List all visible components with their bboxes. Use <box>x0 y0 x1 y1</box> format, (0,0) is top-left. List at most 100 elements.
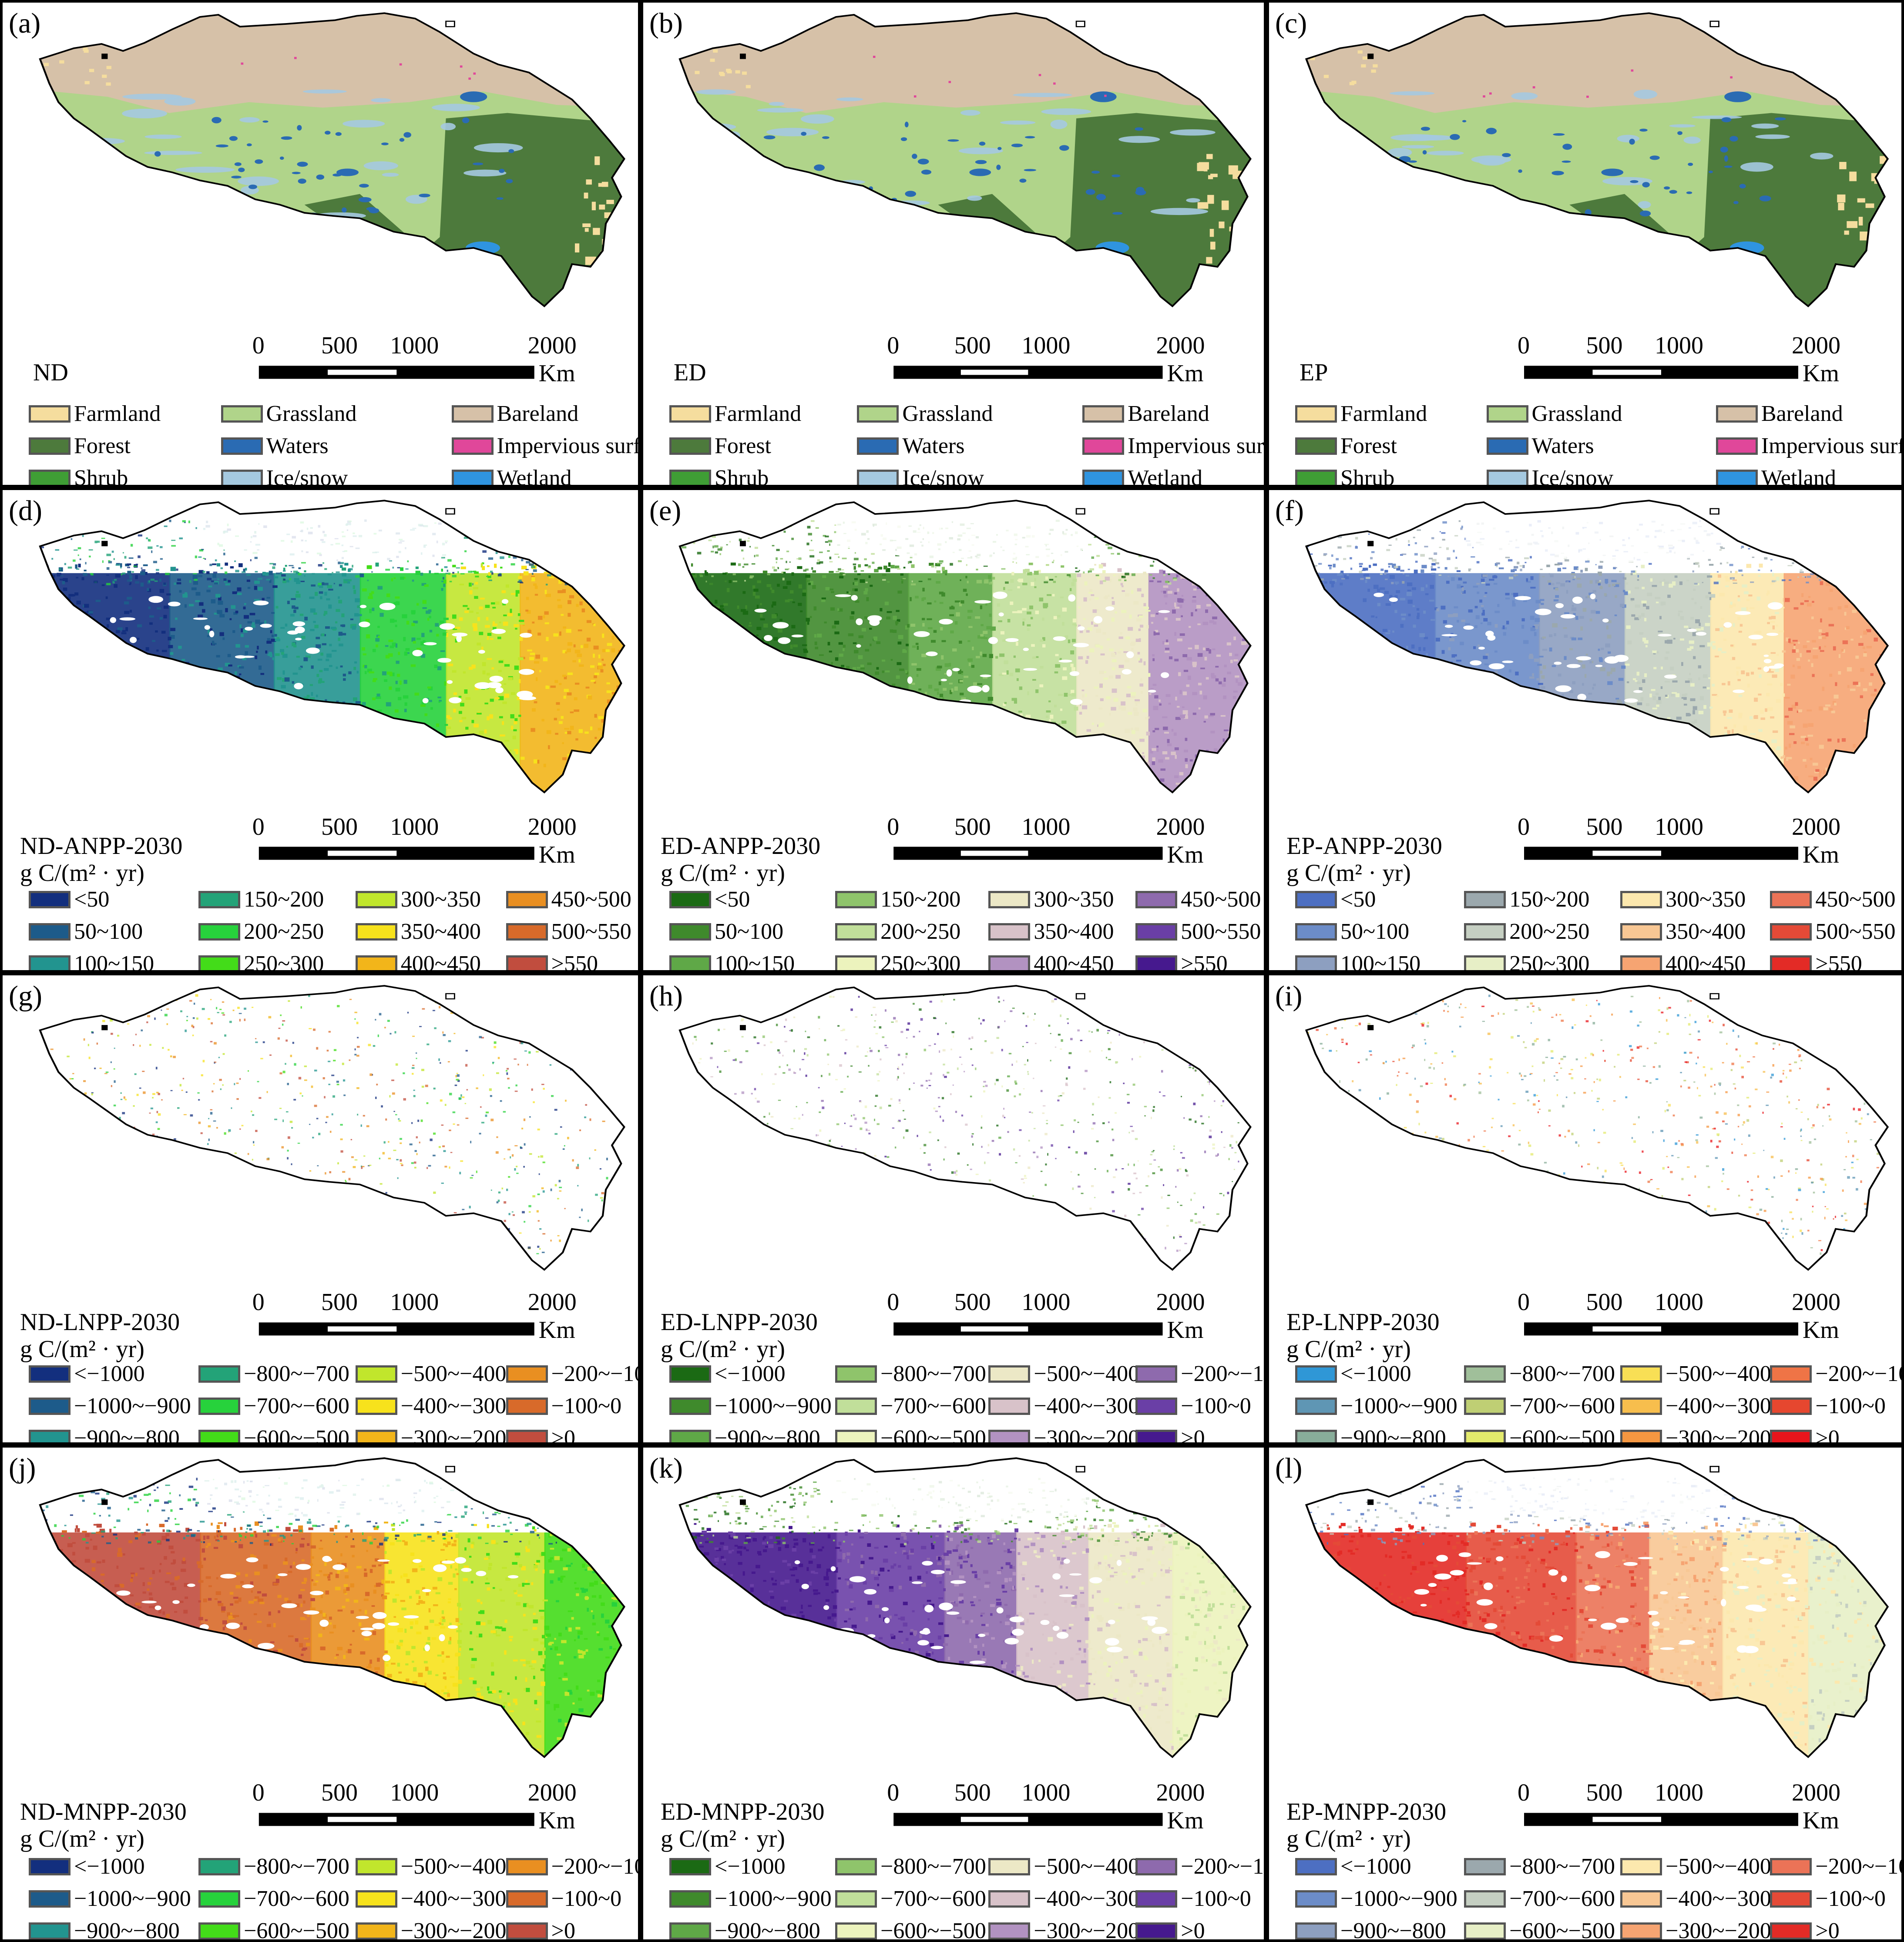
legend-label: −100~0 <box>551 1886 622 1911</box>
legend-swatch <box>198 1430 241 1442</box>
scale-tick-label: 0 <box>1518 332 1530 360</box>
legend-label: −200~−100 <box>1181 1361 1264 1387</box>
legend-label: Impervious surface <box>1128 433 1264 458</box>
legend-swatch <box>1620 1890 1662 1908</box>
legend-label: 400~450 <box>1034 951 1114 973</box>
legend-label: Ice/snow <box>266 465 348 487</box>
legend-label: −200~−100 <box>551 1361 638 1387</box>
legend-swatch <box>355 1858 397 1875</box>
legend-swatch <box>988 1890 1031 1908</box>
scale-bar <box>893 366 1163 379</box>
legend-label: −600~−500 <box>1509 1426 1615 1445</box>
legend-swatch <box>29 1922 71 1939</box>
legend-swatch <box>1295 437 1337 455</box>
legend-label: Waters <box>266 433 329 458</box>
legend-swatch <box>29 1890 71 1908</box>
scale-unit: Km <box>1802 360 1839 387</box>
scale-bar-segment <box>1592 1817 1661 1822</box>
legend-swatch <box>198 890 241 908</box>
legend-label: −400~−300 <box>1034 1394 1140 1419</box>
legend-label: −100~0 <box>1181 1886 1251 1911</box>
legend-label: 150~200 <box>880 887 961 912</box>
scale-unit: Km <box>1802 841 1839 868</box>
legend-swatch <box>988 923 1031 941</box>
legend-label: 100~150 <box>74 951 154 973</box>
scale-tick-label: 1000 <box>1021 332 1071 360</box>
legend-label: −500~−400 <box>1034 1854 1140 1879</box>
scale-bar <box>893 1322 1163 1336</box>
legend-label: −1000~−900 <box>74 1886 191 1911</box>
legend-swatch <box>506 1398 548 1415</box>
panel-label: (d) <box>9 495 42 527</box>
legend-swatch <box>451 469 494 485</box>
legend-label: 450~500 <box>1815 887 1896 912</box>
scale-unit: Km <box>1167 1317 1204 1344</box>
scale-tick-label: 2000 <box>1156 813 1205 840</box>
legend-swatch <box>988 1922 1031 1939</box>
legend-swatch <box>1620 1398 1662 1415</box>
legend-swatch <box>355 923 397 941</box>
legend-label: −1000~−900 <box>715 1394 832 1419</box>
legend-swatch <box>1135 955 1178 970</box>
panel-c: (c) EP 0 500 1000 2000 Km Farmland Grassland Bare… <box>1266 0 1904 487</box>
map-canvas <box>678 500 1252 860</box>
legend-swatch <box>355 890 397 908</box>
legend-swatch <box>29 1365 71 1383</box>
legend-swatch <box>451 437 494 455</box>
region-map <box>678 500 1252 794</box>
legend-label: −300~−200 <box>1666 1426 1771 1445</box>
map-canvas <box>39 1457 625 1826</box>
legend-label: −600~−500 <box>244 1426 349 1445</box>
map-unit: g C/(m² · yr) <box>661 1825 785 1853</box>
legend-swatch <box>988 1858 1031 1875</box>
legend-label: −400~−300 <box>400 1886 507 1911</box>
scale-tick-label: 0 <box>252 332 265 360</box>
scale-tick-label: 500 <box>1586 1779 1623 1807</box>
legend-swatch <box>221 437 263 455</box>
scale-tick-label: 500 <box>954 813 991 840</box>
legend-swatch <box>198 1922 241 1939</box>
legend-label: Bareland <box>497 401 579 426</box>
legend-swatch <box>1620 1922 1662 1939</box>
scale-unit: Km <box>538 1807 575 1834</box>
legend-label: −100~0 <box>551 1394 622 1419</box>
legend-swatch <box>198 1858 241 1875</box>
scale-bar <box>1524 366 1798 379</box>
region-map <box>39 12 625 308</box>
legend-swatch <box>857 437 899 455</box>
map-canvas <box>39 500 625 860</box>
legend-swatch <box>29 405 71 423</box>
legend-label: −700~−600 <box>880 1886 986 1911</box>
legend-label: Grassland <box>902 401 993 426</box>
legend-swatch <box>1770 1398 1812 1415</box>
legend-label: 300~350 <box>1034 887 1114 912</box>
legend-swatch <box>1486 405 1528 423</box>
legend-label: −300~−200 <box>1034 1426 1140 1445</box>
legend-swatch <box>669 1922 711 1939</box>
legend-swatch <box>1295 469 1337 485</box>
scale-bar-segment <box>1592 850 1661 856</box>
legend-swatch <box>1464 1398 1506 1415</box>
scale-tick-label: 500 <box>321 813 358 840</box>
legend-label: −1000~−900 <box>74 1394 191 1419</box>
legend-swatch <box>835 1398 877 1415</box>
legend-label: −800~−700 <box>244 1854 349 1879</box>
panel-label: (c) <box>1275 7 1307 39</box>
legend-label: −1000~−900 <box>715 1886 832 1911</box>
legend-swatch <box>1620 1365 1662 1383</box>
scale-bar <box>1524 1322 1798 1336</box>
legend-swatch <box>669 1430 711 1442</box>
map-title: ED-MNPP-2030 <box>661 1798 825 1826</box>
panel-e: (e) ED-ANPP-2030 g C/(m² · yr) 0 500 1000 2000… <box>641 487 1266 973</box>
legend-label: −500~−400 <box>400 1361 507 1387</box>
legend-swatch <box>1770 1922 1812 1939</box>
legend-label: Farmland <box>1340 401 1427 426</box>
legend-swatch <box>1486 437 1528 455</box>
legend-label: −300~−200 <box>1666 1918 1771 1942</box>
legend-swatch <box>1464 890 1506 908</box>
legend-label: −500~−400 <box>1666 1854 1771 1879</box>
panel-i: (i) EP-LNPP-2030 g C/(m² · yr) 0 500 1000 2000… <box>1266 973 1904 1445</box>
panel-j: (j) ND-MNPP-2030 g C/(m² · yr) 0 500 1000 2000… <box>0 1445 641 1942</box>
legend-label: Shrub <box>715 465 769 487</box>
legend-label: Grassland <box>1531 401 1622 426</box>
